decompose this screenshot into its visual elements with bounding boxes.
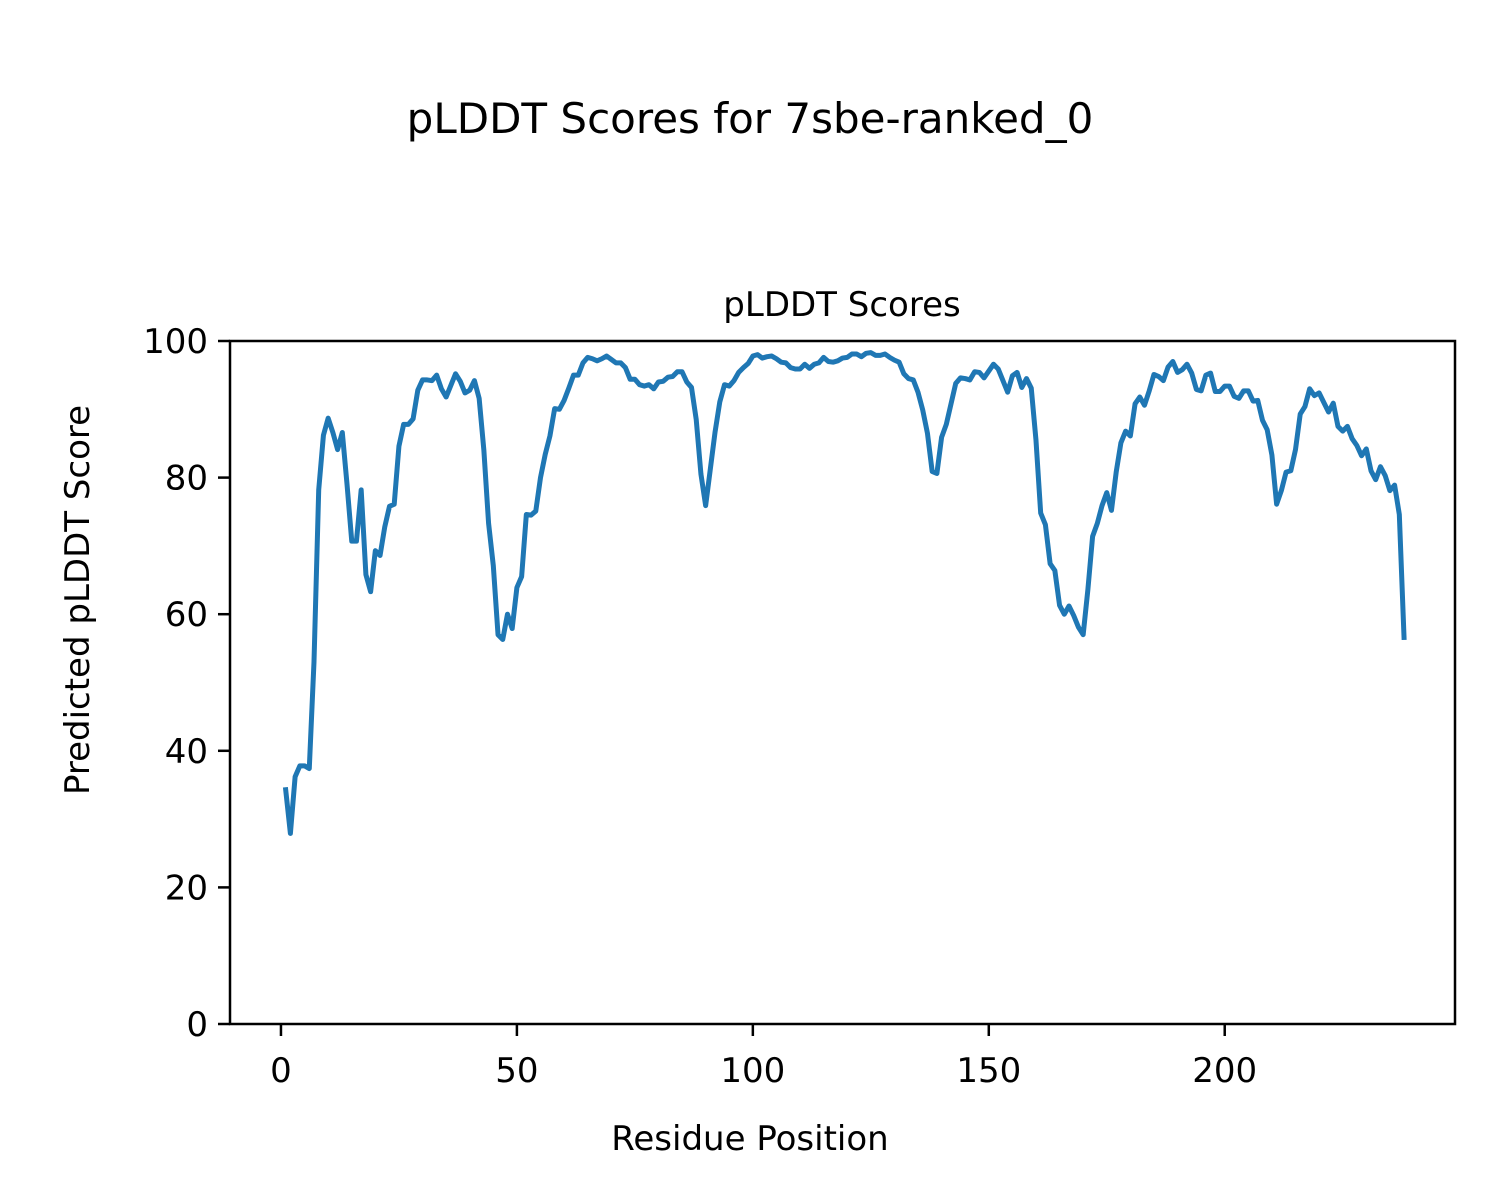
plot-area bbox=[282, 350, 1407, 836]
y-tick-label: 80 bbox=[165, 459, 208, 499]
x-tick-label: 0 bbox=[270, 1051, 292, 1091]
y-tick-label: 20 bbox=[165, 868, 208, 908]
plot-frame bbox=[228, 339, 1457, 1026]
x-tick-label: 50 bbox=[495, 1051, 538, 1091]
y-axis: 0 20 40 60 80 100 bbox=[143, 322, 230, 1045]
y-tick-label: 60 bbox=[165, 595, 208, 635]
chart-title: pLDDT Scores bbox=[723, 285, 960, 325]
series-line-plddt bbox=[282, 350, 1407, 836]
x-tick-label: 200 bbox=[1192, 1051, 1257, 1091]
y-tick-label: 0 bbox=[186, 1005, 208, 1045]
y-tick-label: 40 bbox=[165, 732, 208, 772]
x-axis: 0 50 100 150 200 bbox=[270, 1024, 1257, 1091]
x-tick-label: 100 bbox=[720, 1051, 785, 1091]
x-tick-label: 150 bbox=[956, 1051, 1021, 1091]
y-tick-label: 100 bbox=[143, 322, 208, 362]
x-axis-label: Residue Position bbox=[611, 1119, 888, 1159]
figure-suptitle: pLDDT Scores for 7sbe-ranked_0 bbox=[407, 94, 1094, 143]
y-axis-label: Predicted pLDDT Score bbox=[58, 405, 98, 795]
